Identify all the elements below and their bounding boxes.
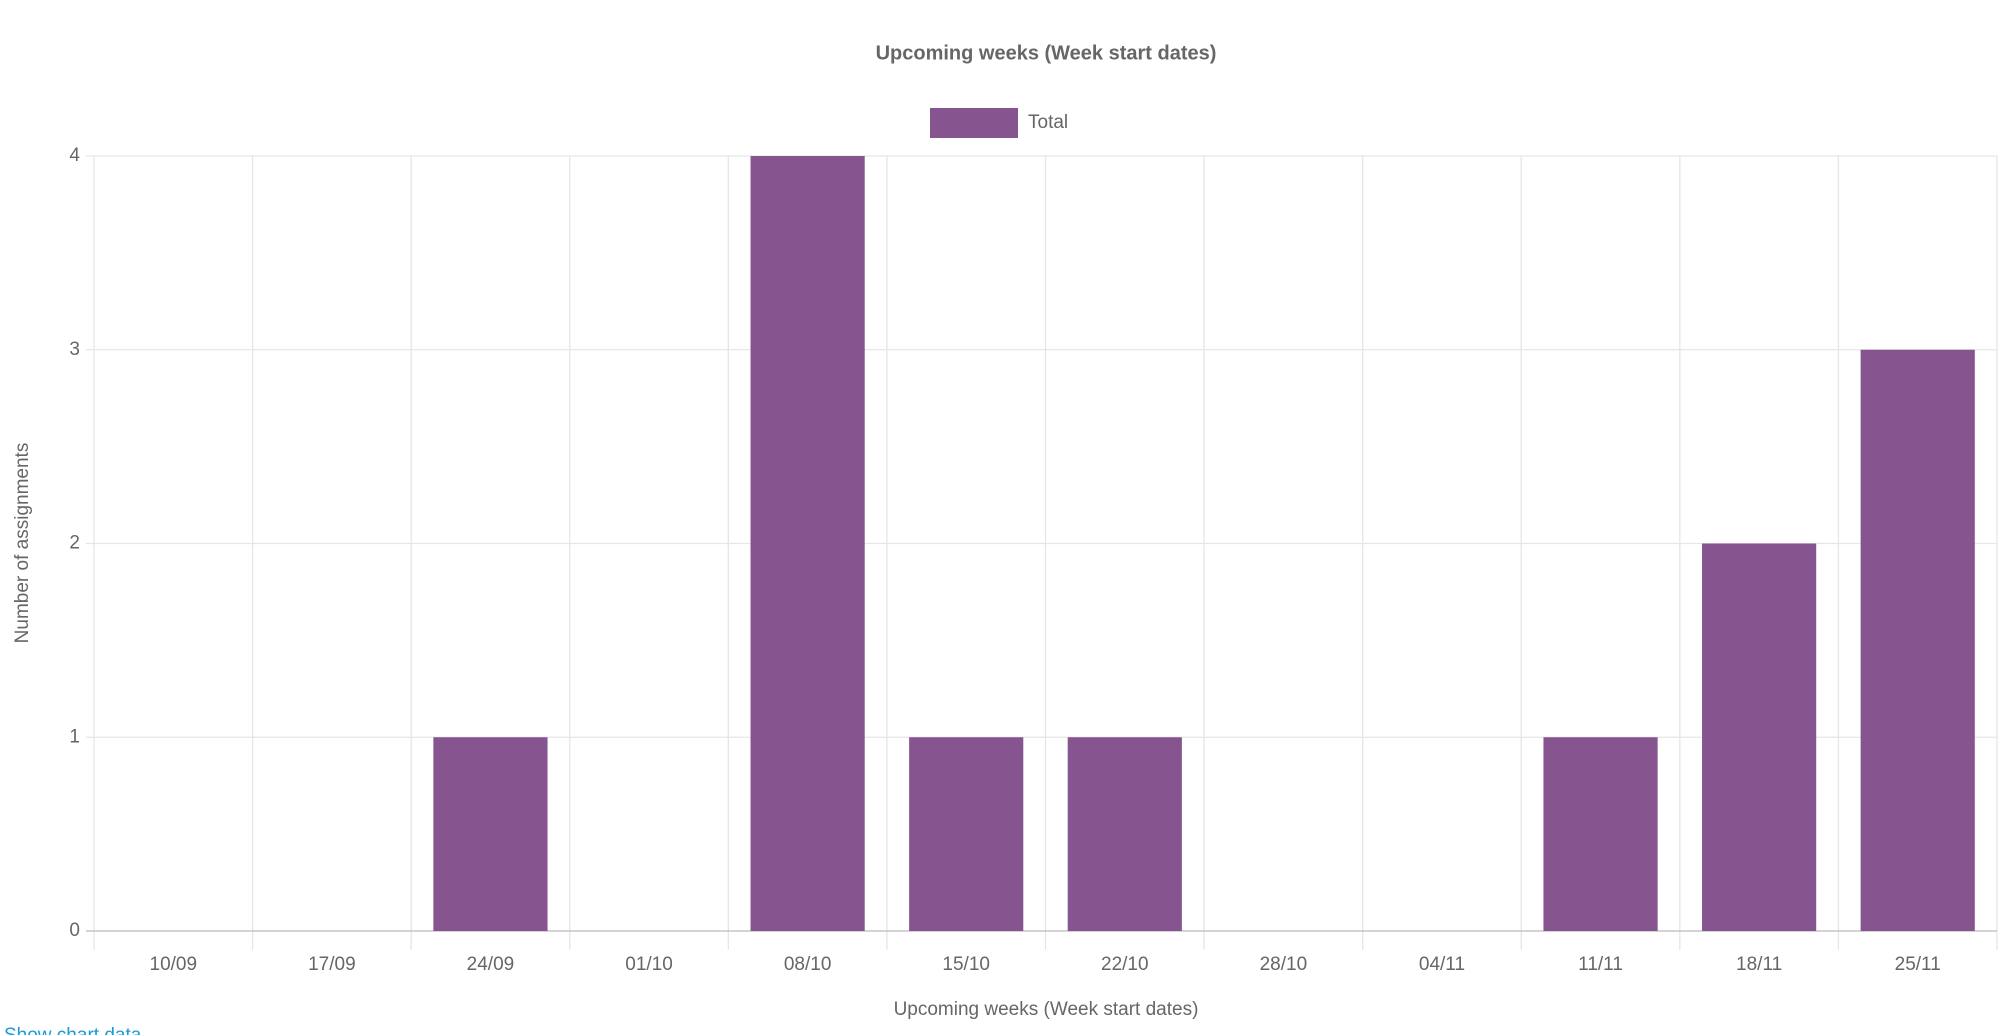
- bar: [909, 737, 1024, 931]
- x-tick-label: 11/11: [1578, 954, 1623, 975]
- bar: [433, 737, 548, 931]
- x-tick-label: 22/10: [1101, 954, 1149, 975]
- y-tick-label: 2: [69, 533, 80, 554]
- legend-swatch: [930, 108, 1018, 138]
- x-tick-label: 08/10: [784, 954, 832, 975]
- legend-label: Total: [1028, 112, 1068, 133]
- y-axis-title: Number of assignments: [12, 443, 33, 644]
- x-tick-label: 24/09: [467, 954, 515, 975]
- bar: [1702, 543, 1817, 931]
- x-tick-label: 18/11: [1736, 954, 1782, 975]
- x-tick-label: 01/10: [625, 954, 673, 975]
- x-tick-label: 17/09: [308, 954, 356, 975]
- y-tick-label: 4: [69, 145, 80, 166]
- x-tick-label: 10/09: [150, 954, 198, 975]
- x-tick-label: 15/10: [942, 954, 990, 975]
- bar: [1067, 737, 1182, 931]
- y-tick-label: 0: [69, 920, 80, 941]
- bar: [750, 156, 865, 931]
- y-tick-label: 3: [69, 339, 80, 360]
- x-tick-label: 04/11: [1419, 954, 1465, 975]
- chart-title: Upcoming weeks (Week start dates): [876, 42, 1217, 64]
- y-tick-label: 1: [69, 726, 80, 747]
- x-tick-label: 25/11: [1895, 954, 1941, 975]
- x-axis-title: Upcoming weeks (Week start dates): [894, 999, 1199, 1020]
- x-tick-label: 28/10: [1260, 954, 1308, 975]
- bar: [1543, 737, 1658, 931]
- show-data-link[interactable]: Show chart data: [4, 1025, 142, 1035]
- bar: [1860, 349, 1975, 931]
